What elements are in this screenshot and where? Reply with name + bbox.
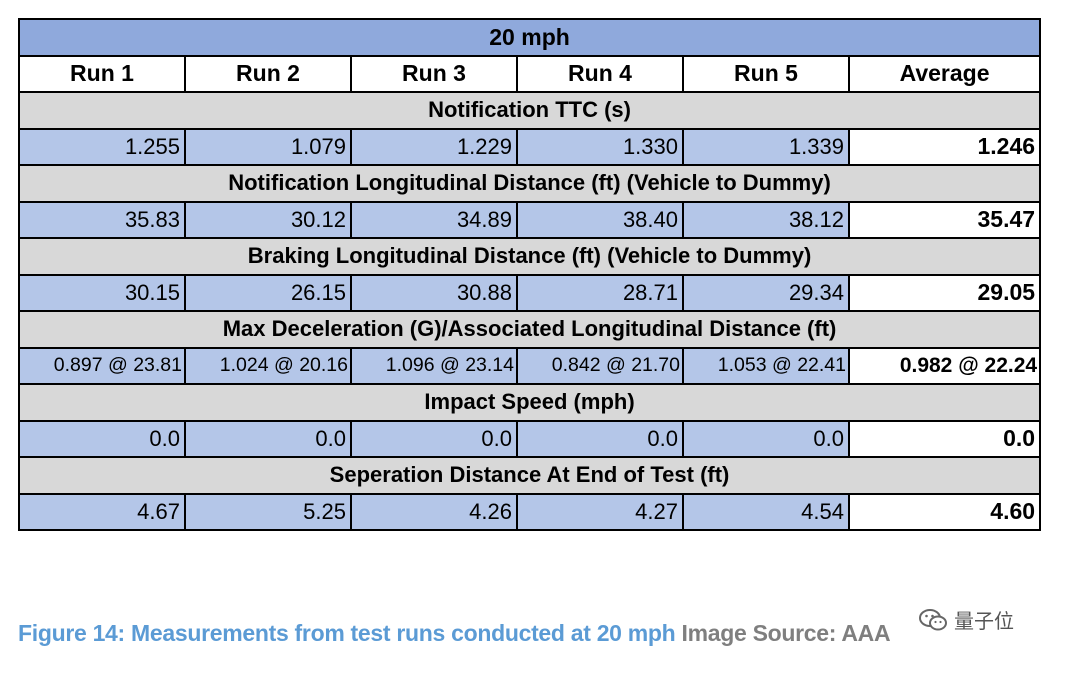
value-cell-run-1: 1.255 [18, 127, 186, 166]
section-values-row: 4.67 5.25 4.26 4.27 4.54 4.60 [18, 492, 1042, 531]
section-header-row: Seperation Distance At End of Test (ft) [17, 456, 1042, 495]
value-cell-run-3: 1.229 [350, 127, 518, 166]
value-cell-run-3: 4.26 [350, 492, 518, 531]
value-cell-run-2: 26.15 [184, 273, 352, 312]
section-label: Notification TTC (s) [17, 91, 1042, 130]
value-cell-run-5: 0.0 [682, 419, 850, 458]
value-cell-run-3: 30.88 [350, 273, 518, 312]
value-cell-average: 29.05 [847, 273, 1042, 312]
section-label: Notification Longitudinal Distance (ft) … [17, 164, 1042, 203]
value-cell-run-4: 4.27 [516, 492, 684, 531]
section-label: Impact Speed (mph) [17, 383, 1042, 422]
value-cell-run-4: 38.40 [516, 200, 684, 239]
caption-figure-text: Figure 14: Measurements from test runs c… [18, 620, 676, 646]
value-cell-run-2: 1.024 @ 20.16 [184, 346, 352, 385]
value-cell-run-1: 0.0 [18, 419, 186, 458]
value-cell-run-4: 1.330 [516, 127, 684, 166]
column-header-average: Average [847, 54, 1042, 93]
value-cell-run-3: 0.0 [350, 419, 518, 458]
value-cell-average: 0.982 @ 22.24 [847, 346, 1042, 385]
value-cell-run-1: 35.83 [18, 200, 186, 239]
value-cell-average: 1.246 [847, 127, 1042, 166]
section-header-row: Notification TTC (s) [17, 91, 1042, 130]
section-label: Braking Longitudinal Distance (ft) (Vehi… [17, 237, 1042, 276]
section-label: Max Deceleration (G)/Associated Longitud… [17, 310, 1042, 349]
section-values-row: 0.0 0.0 0.0 0.0 0.0 0.0 [18, 419, 1042, 458]
value-cell-run-4: 0.0 [516, 419, 684, 458]
column-header-run-1: Run 1 [18, 54, 186, 93]
figure-caption: Figure 14: Measurements from test runs c… [18, 620, 891, 647]
value-cell-average: 0.0 [847, 419, 1042, 458]
section-values-row: 35.83 30.12 34.89 38.40 38.12 35.47 [18, 200, 1042, 239]
column-header-run-2: Run 2 [184, 54, 352, 93]
value-cell-run-5: 1.053 @ 22.41 [682, 346, 850, 385]
column-header-run-3: Run 3 [350, 54, 518, 93]
value-cell-run-4: 28.71 [516, 273, 684, 312]
section-label: Seperation Distance At End of Test (ft) [17, 456, 1042, 495]
table-title-row: 20 mph [17, 18, 1042, 57]
section-header-row: Max Deceleration (G)/Associated Longitud… [17, 310, 1042, 349]
value-cell-run-2: 0.0 [184, 419, 352, 458]
section-header-row: Braking Longitudinal Distance (ft) (Vehi… [17, 237, 1042, 276]
caption-source-text: Image Source: AAA [681, 620, 891, 646]
value-cell-run-5: 1.339 [682, 127, 850, 166]
value-cell-run-3: 1.096 @ 23.14 [350, 346, 518, 385]
value-cell-run-1: 4.67 [18, 492, 186, 531]
value-cell-run-2: 30.12 [184, 200, 352, 239]
column-header-row: Run 1 Run 2 Run 3 Run 4 Run 5 Average [18, 54, 1042, 93]
results-table: 20 mph Run 1 Run 2 Run 3 Run 4 Run 5 Ave… [17, 18, 1042, 531]
watermark-text: 量子位 [954, 609, 1014, 633]
value-cell-run-3: 34.89 [350, 200, 518, 239]
watermark: 量子位 [918, 605, 1014, 634]
section-values-row: 0.897 @ 23.81 1.024 @ 20.16 1.096 @ 23.14 0… [18, 346, 1042, 385]
section-header-row: Impact Speed (mph) [17, 383, 1042, 422]
value-cell-run-2: 5.25 [184, 492, 352, 531]
value-cell-run-2: 1.079 [184, 127, 352, 166]
value-cell-run-1: 30.15 [18, 273, 186, 312]
section-header-row: Notification Longitudinal Distance (ft) … [17, 164, 1042, 203]
value-cell-average: 35.47 [847, 200, 1042, 239]
value-cell-run-1: 0.897 @ 23.81 [18, 346, 186, 385]
column-header-run-4: Run 4 [516, 54, 684, 93]
wechat-icon [919, 608, 947, 630]
value-cell-run-5: 4.54 [682, 492, 850, 531]
value-cell-run-5: 38.12 [682, 200, 850, 239]
section-values-row: 30.15 26.15 30.88 28.71 29.34 29.05 [18, 273, 1042, 312]
section-values-row: 1.255 1.079 1.229 1.330 1.339 1.246 [18, 127, 1042, 166]
table-title: 20 mph [17, 18, 1042, 57]
value-cell-run-5: 29.34 [682, 273, 850, 312]
value-cell-average: 4.60 [847, 492, 1042, 531]
column-header-run-5: Run 5 [682, 54, 850, 93]
value-cell-run-4: 0.842 @ 21.70 [516, 346, 684, 385]
